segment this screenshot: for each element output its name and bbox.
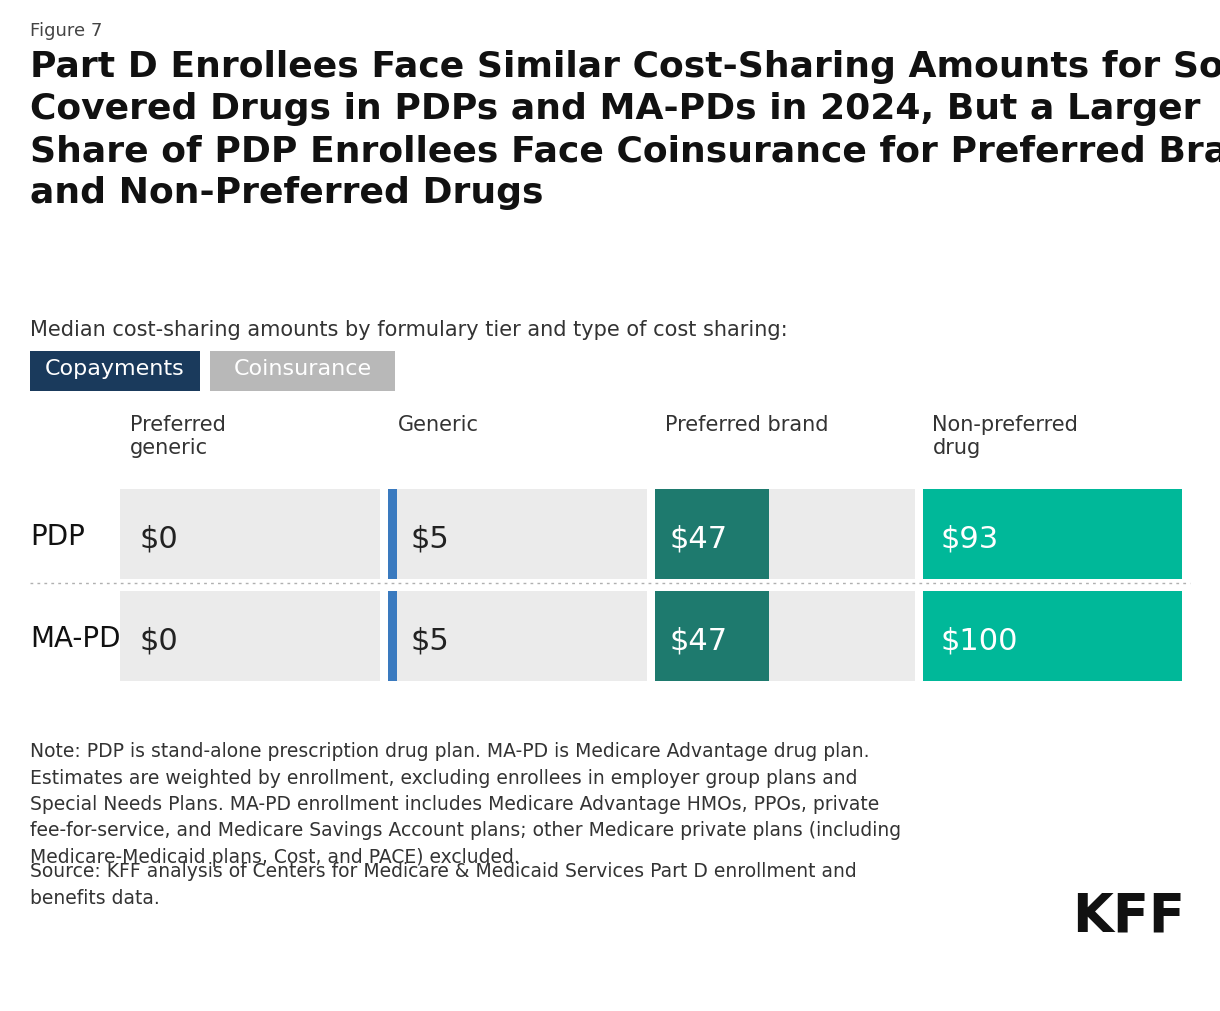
Text: Preferred brand: Preferred brand — [665, 415, 828, 435]
Bar — [388, 591, 396, 681]
Text: MA-PD: MA-PD — [30, 625, 121, 652]
Text: Copayments: Copayments — [45, 359, 185, 379]
Bar — [388, 489, 396, 579]
Text: Note: PDP is stand-alone prescription drug plan. MA-PD is Medicare Advantage dru: Note: PDP is stand-alone prescription dr… — [30, 741, 902, 866]
Text: Preferred
generic: Preferred generic — [131, 415, 226, 458]
Bar — [388, 489, 647, 579]
Bar — [655, 591, 769, 681]
Text: $100: $100 — [941, 626, 1017, 654]
Text: $0: $0 — [140, 626, 179, 654]
Text: Generic: Generic — [398, 415, 478, 435]
Text: Figure 7: Figure 7 — [30, 22, 102, 40]
Bar — [120, 489, 379, 579]
Text: Part D Enrollees Face Similar Cost-Sharing Amounts for Some
Covered Drugs in PDP: Part D Enrollees Face Similar Cost-Shari… — [30, 50, 1220, 210]
Bar — [922, 489, 1182, 579]
Text: $5: $5 — [410, 626, 449, 654]
Bar — [922, 591, 1182, 681]
Text: PDP: PDP — [30, 523, 85, 550]
Bar — [655, 591, 915, 681]
Text: KFF: KFF — [1072, 890, 1185, 942]
Text: Median cost-sharing amounts by formulary tier and type of cost sharing:: Median cost-sharing amounts by formulary… — [30, 319, 788, 340]
Text: $5: $5 — [410, 524, 449, 552]
Bar — [210, 352, 395, 391]
Bar — [655, 489, 769, 579]
Text: $47: $47 — [669, 626, 727, 654]
Bar — [120, 591, 379, 681]
Text: Source: KFF analysis of Centers for Medicare & Medicaid Services Part D enrollme: Source: KFF analysis of Centers for Medi… — [30, 861, 856, 907]
Text: Coinsurance: Coinsurance — [233, 359, 372, 379]
Text: $93: $93 — [941, 524, 999, 552]
Text: Non-preferred
drug: Non-preferred drug — [932, 415, 1078, 458]
Bar — [388, 591, 647, 681]
Text: $0: $0 — [140, 524, 179, 552]
Bar — [655, 489, 915, 579]
Bar — [30, 352, 200, 391]
Text: $47: $47 — [669, 524, 727, 552]
